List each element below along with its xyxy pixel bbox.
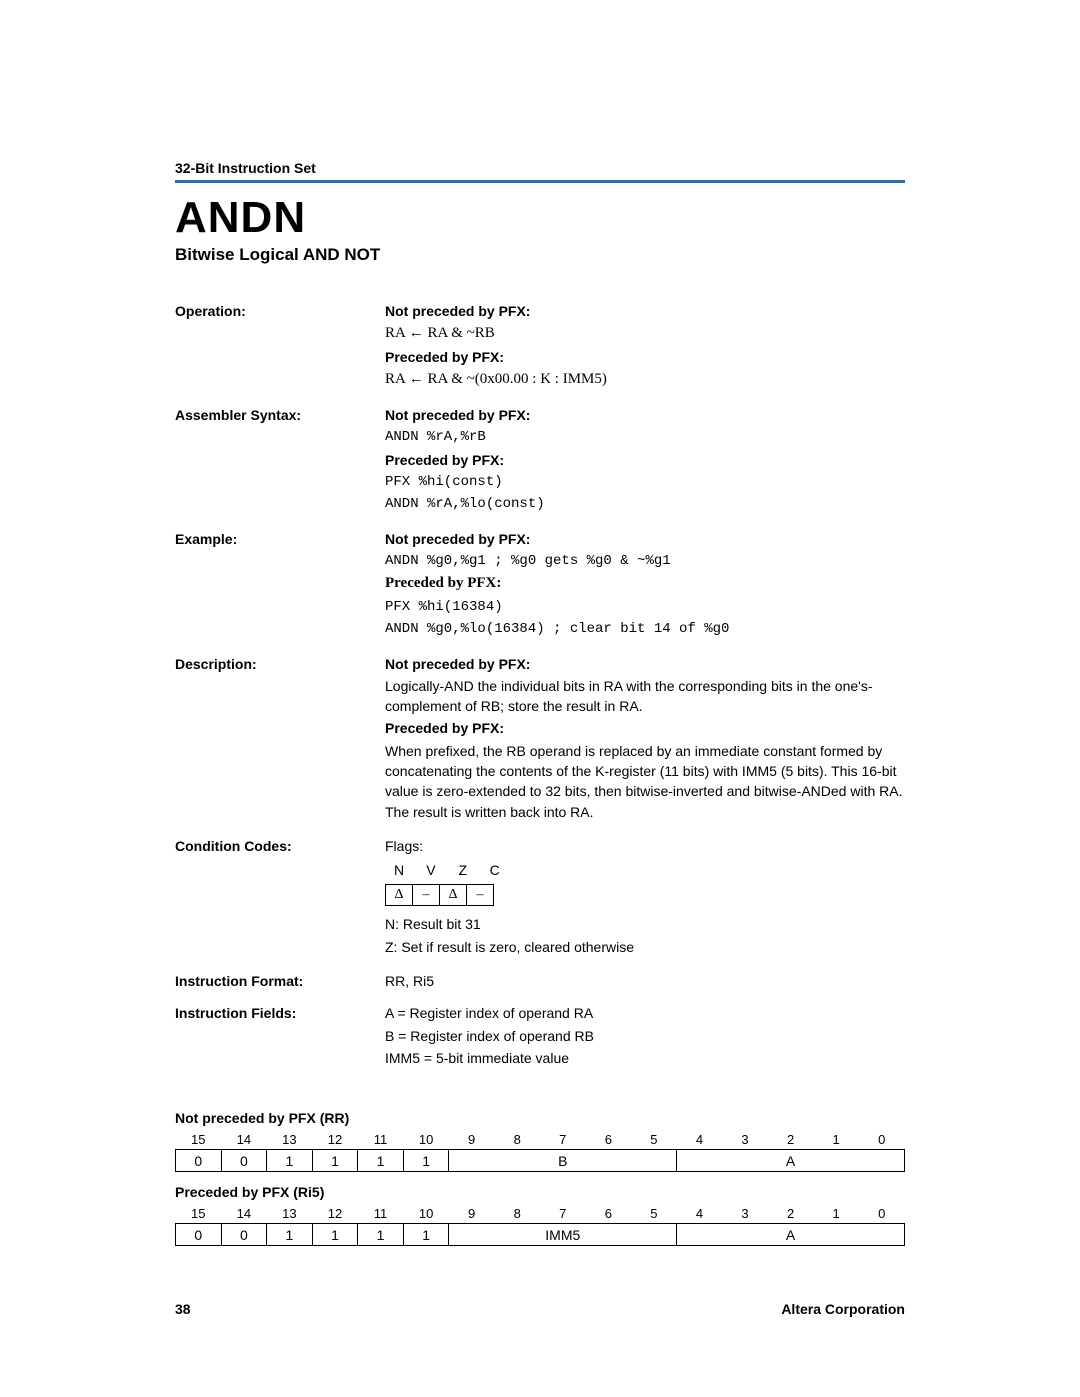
- asm-p-body2: ANDN %rA,%lo(const): [385, 494, 905, 514]
- desc-p-body: When prefixed, the RB operand is replace…: [385, 741, 905, 822]
- cc-note1: N: Result bit 31: [385, 914, 905, 934]
- section-header: 32-Bit Instruction Set: [175, 160, 905, 176]
- cc-cell-v: –: [412, 884, 440, 906]
- ifmt-label: Instruction Format:: [175, 971, 385, 991]
- enc-rr-fieldrow: 001 111 B A: [176, 1150, 905, 1172]
- cc-hdr-c: C: [481, 860, 509, 880]
- instruction-subtitle: Bitwise Logical AND NOT: [175, 245, 905, 265]
- ifld-l1: A = Register index of operand RA: [385, 1003, 905, 1023]
- asm-label: Assembler Syntax:: [175, 405, 385, 516]
- ifld-l2: B = Register index of operand RB: [385, 1026, 905, 1046]
- cc-hdr-n: N: [385, 860, 413, 880]
- example-p-body2: ANDN %g0,%lo(16384) ; clear bit 14 of %g…: [385, 619, 905, 639]
- enc-ri5-bitrow: 15141312 111098 7654 3210: [176, 1204, 905, 1224]
- operation-np-label: Not preceded by PFX:: [385, 301, 905, 321]
- asm-np-label: Not preceded by PFX:: [385, 405, 905, 425]
- asm-p-body1: PFX %hi(const): [385, 472, 905, 492]
- header-rule: [175, 180, 905, 183]
- asm-np-body: ANDN %rA,%rB: [385, 427, 905, 447]
- cc-cell-n: Δ: [385, 884, 413, 906]
- operation-p-body: RA ← RA & ~(0x00.00 : K : IMM5): [385, 369, 905, 391]
- cc-flag-cells: Δ – Δ –: [385, 884, 905, 906]
- desc-np-body: Logically-AND the individual bits in RA …: [385, 676, 905, 717]
- cc-hdr-z: Z: [449, 860, 477, 880]
- enc-ri5-field-imm5: IMM5: [449, 1224, 677, 1246]
- operation-label: Operation:: [175, 301, 385, 393]
- example-p-label: Preceded by PFX:: [385, 573, 905, 595]
- cc-flag-headers: N V Z C: [385, 860, 905, 880]
- enc-rr-table: 15141312 111098 7654 3210 001 111 B A: [175, 1130, 905, 1172]
- cc-flags-label: Flags:: [385, 836, 905, 856]
- example-p-body1: PFX %hi(16384): [385, 597, 905, 617]
- ifld-l3: IMM5 = 5-bit immediate value: [385, 1048, 905, 1068]
- footer-corp: Altera Corporation: [781, 1301, 905, 1317]
- instruction-mnemonic: ANDN: [175, 193, 905, 243]
- cc-hdr-v: V: [417, 860, 445, 880]
- cc-label: Condition Codes:: [175, 836, 385, 959]
- enc-rr-field-a: A: [677, 1150, 905, 1172]
- spec-table: Operation: Not preceded by PFX: RA ← RA …: [175, 301, 905, 1070]
- cc-cell-z: Δ: [439, 884, 467, 906]
- desc-p-label: Preceded by PFX:: [385, 718, 905, 738]
- enc-rr-bitrow: 15141312 111098 7654 3210: [176, 1130, 905, 1150]
- ifmt-body: RR, Ri5: [385, 971, 905, 991]
- example-np-body: ANDN %g0,%g1 ; %g0 gets %g0 & ~%g1: [385, 551, 905, 571]
- example-label: Example:: [175, 529, 385, 642]
- desc-np-label: Not preceded by PFX:: [385, 654, 905, 674]
- page-number: 38: [175, 1301, 191, 1317]
- page-footer: 38 Altera Corporation: [175, 1301, 905, 1317]
- ifld-label: Instruction Fields:: [175, 1003, 385, 1070]
- asm-p-label: Preceded by PFX:: [385, 450, 905, 470]
- example-np-label: Not preceded by PFX:: [385, 529, 905, 549]
- enc-rr-title: Not preceded by PFX (RR): [175, 1110, 905, 1126]
- cc-note2: Z: Set if result is zero, cleared otherw…: [385, 937, 905, 957]
- operation-np-body: RA ← RA & ~RB: [385, 323, 905, 345]
- enc-ri5-fieldrow: 001 111 IMM5 A: [176, 1224, 905, 1246]
- enc-ri5-title: Preceded by PFX (Ri5): [175, 1184, 905, 1200]
- enc-ri5-field-a: A: [677, 1224, 905, 1246]
- enc-ri5-table: 15141312 111098 7654 3210 001 111 IMM5 A: [175, 1204, 905, 1246]
- cc-cell-c: –: [466, 884, 494, 906]
- operation-p-label: Preceded by PFX:: [385, 347, 905, 367]
- desc-label: Description:: [175, 654, 385, 824]
- enc-rr-field-b: B: [449, 1150, 677, 1172]
